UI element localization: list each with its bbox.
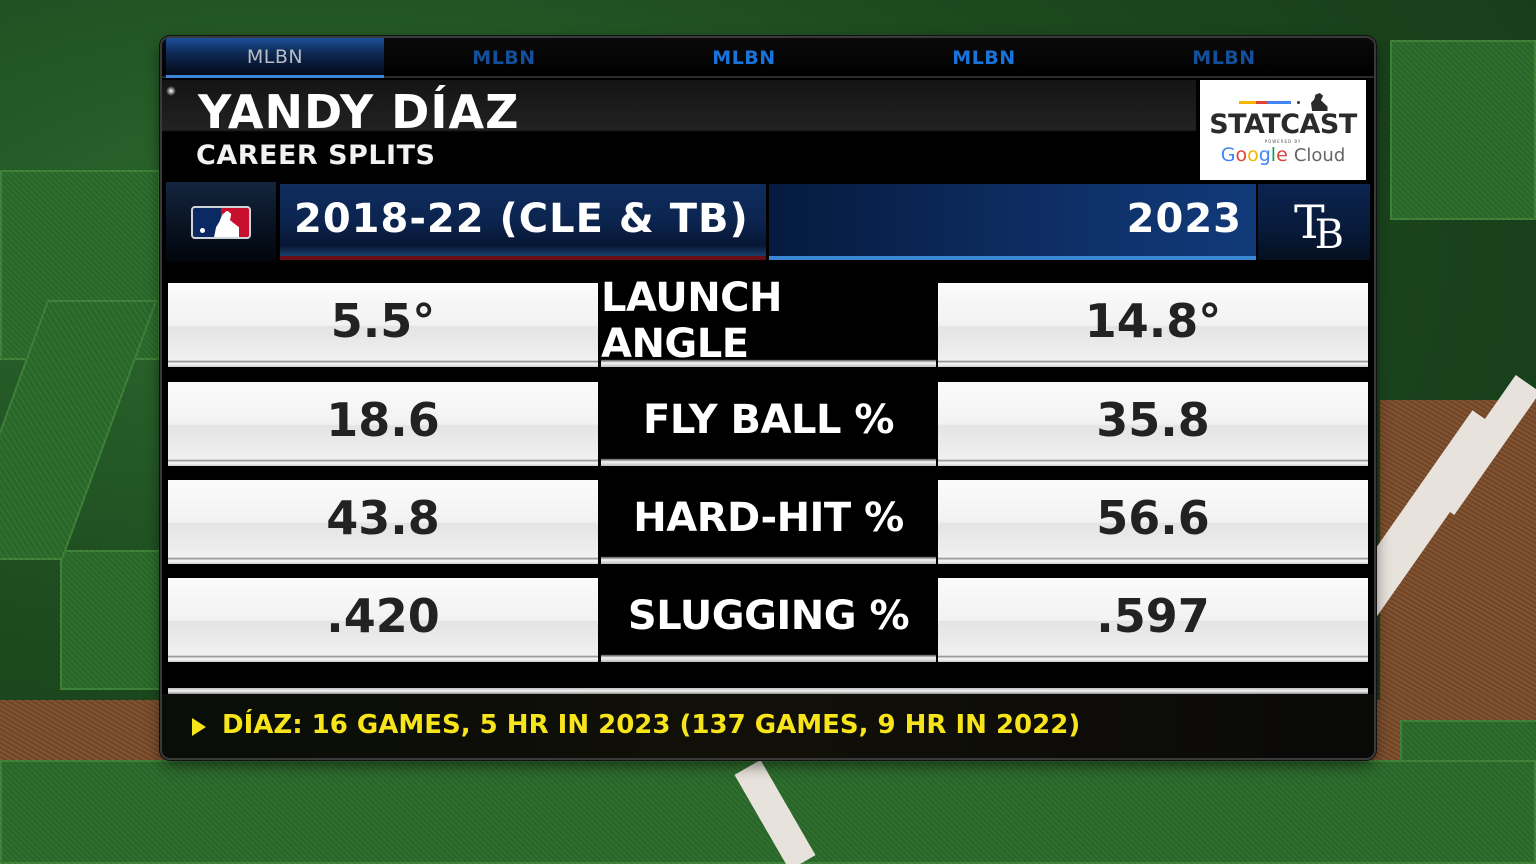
right-column-header: 2023 xyxy=(769,184,1256,260)
footer-divider xyxy=(168,688,1368,694)
stat-row-hard-hit: 43.8 HARD-HIT % 56.6 xyxy=(168,480,1368,564)
statcast-logo-mark xyxy=(1238,93,1328,111)
mlb-logo-cell xyxy=(166,182,276,262)
play-triangle-icon xyxy=(192,718,206,736)
logo-letter-b: B xyxy=(1314,212,1345,258)
footer-text: DÍAZ: 16 GAMES, 5 HR IN 2023 (137 GAMES,… xyxy=(222,710,1081,740)
left-stat-cell: 43.8 xyxy=(168,480,598,564)
stat-label: FLY BALL % xyxy=(643,397,894,443)
stat-row-slugging: .420 SLUGGING % .597 xyxy=(168,578,1368,662)
google-cloud-wordmark: Google Cloud xyxy=(1221,144,1346,167)
stat-label: SLUGGING % xyxy=(627,593,910,639)
left-column-label: 2018-22 (CLE & TB) xyxy=(294,196,749,242)
batter-silhouette-icon xyxy=(213,210,239,237)
powered-by-text: POWERED BY xyxy=(1264,139,1302,144)
footer-note: DÍAZ: 16 GAMES, 5 HR IN 2023 (137 GAMES,… xyxy=(162,694,1374,758)
player-name: YANDY DÍAZ xyxy=(198,85,520,139)
right-stat-value: 35.8 xyxy=(1096,393,1210,447)
network-tab-strip: MLBN MLBN MLBN MLBN MLBN xyxy=(162,38,1374,78)
grass-block xyxy=(60,550,180,690)
google-letter: o xyxy=(1247,144,1259,166)
right-stat-value: 14.8° xyxy=(1084,294,1222,348)
google-letter: G xyxy=(1220,144,1236,166)
stat-row-fly-ball: 18.6 FLY BALL % 35.8 xyxy=(168,382,1368,466)
sparkle-icon xyxy=(166,86,176,96)
google-letter: o xyxy=(1235,144,1248,166)
graphic-subtitle: CAREER SPLITS xyxy=(196,140,436,171)
career-splits-graphic: MLBN MLBN MLBN MLBN MLBN YANDY DÍAZ CARE… xyxy=(162,38,1374,758)
network-tab: MLBN xyxy=(1192,47,1256,69)
statcast-wordmark: STATCAST xyxy=(1209,109,1357,140)
rays-tb-logo-icon: TB xyxy=(1294,199,1344,255)
cloud-text: Cloud xyxy=(1293,145,1346,166)
stat-label-cell: HARD-HIT % xyxy=(601,480,936,564)
stat-label: HARD-HIT % xyxy=(633,495,904,541)
rays-logo-cell: TB xyxy=(1258,184,1370,260)
right-stat-cell: 56.6 xyxy=(938,480,1368,564)
logo-letter-t: T xyxy=(1293,195,1325,249)
left-stat-value: 43.8 xyxy=(326,491,440,545)
right-stat-cell: 35.8 xyxy=(938,382,1368,466)
google-letter: g xyxy=(1258,144,1271,166)
right-stat-cell: 14.8° xyxy=(938,283,1368,367)
left-column-header: 2018-22 (CLE & TB) xyxy=(280,184,766,260)
right-stat-cell: .597 xyxy=(938,578,1368,662)
stat-label: LAUNCH ANGLE xyxy=(601,275,783,367)
right-stat-value: 56.6 xyxy=(1096,491,1210,545)
stat-label-cell: SLUGGING % xyxy=(601,578,936,662)
season-header-row: 2018-22 (CLE & TB) 2023 TB xyxy=(162,182,1374,262)
left-stat-value: 18.6 xyxy=(326,393,440,447)
stat-label-cell: FLY BALL % xyxy=(601,382,936,466)
color-bar-icon xyxy=(1238,100,1291,104)
right-column-label: 2023 xyxy=(1126,196,1242,242)
left-stat-value: .420 xyxy=(326,589,440,643)
network-tab: MLBN xyxy=(712,47,776,69)
network-tab: MLBN xyxy=(472,47,536,69)
title-area: YANDY DÍAZ CAREER SPLITS xyxy=(162,80,1196,180)
network-tab: MLBN xyxy=(952,47,1016,69)
left-stat-cell: 5.5° xyxy=(168,283,598,367)
dot-icon xyxy=(1296,100,1300,104)
baseball-dot-icon xyxy=(200,227,205,233)
right-stat-value: .597 xyxy=(1096,589,1210,643)
statcast-logo: STATCAST POWERED BY Google Cloud xyxy=(1200,80,1366,180)
left-stat-value: 5.5° xyxy=(330,294,436,348)
left-stat-cell: .420 xyxy=(168,578,598,662)
mlb-logo-icon xyxy=(191,205,251,239)
google-letter: e xyxy=(1276,144,1288,166)
left-stat-cell: 18.6 xyxy=(168,382,598,466)
network-tab: MLBN xyxy=(166,38,384,78)
stat-row-launch-angle: 5.5° LAUNCH ANGLE 14.8° xyxy=(168,275,1368,367)
grass-block xyxy=(1390,40,1536,220)
stat-label-cell: LAUNCH ANGLE xyxy=(601,275,936,367)
google-letter: l xyxy=(1270,144,1277,166)
